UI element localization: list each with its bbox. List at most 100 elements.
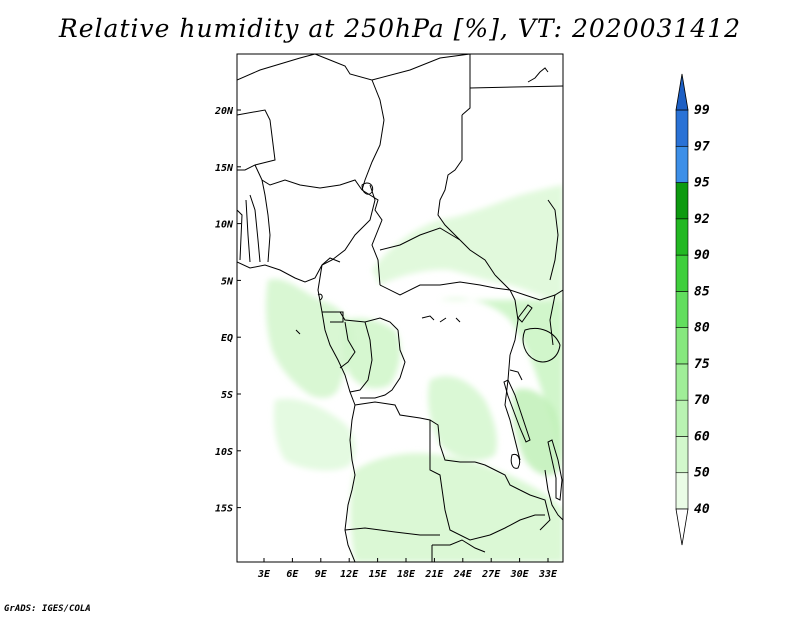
lake-albert	[517, 304, 533, 323]
lon-tick-label: 3E	[257, 569, 271, 580]
longitude-axis: 3E 6E 9E 12E 15E 18E 21E 24E 27E 30E 33E	[257, 558, 558, 580]
colorbar-label: 99	[694, 103, 710, 118]
lon-tick-label: 27E	[481, 569, 501, 580]
lat-tick-label: EQ	[221, 333, 233, 344]
map-frame	[236, 53, 564, 563]
coast-angola	[344, 404, 356, 562]
colorbar-label: 40	[694, 502, 710, 517]
lon-tick-label: 15E	[369, 569, 388, 580]
lon-tick-label: 21E	[424, 569, 444, 580]
lat-tick-label: 5N	[221, 276, 234, 287]
humidity-region-south-central	[350, 453, 563, 562]
border-algeria-libya	[314, 54, 385, 121]
colorbar-min-triangle	[675, 508, 689, 546]
border-mozambique	[544, 469, 563, 521]
border-algeria-niger	[237, 54, 316, 81]
border-car-sudan	[459, 239, 496, 276]
country-borders	[237, 54, 563, 562]
lon-tick-label: 24E	[453, 569, 473, 580]
border-congo-drc	[360, 329, 406, 399]
border-ghana	[237, 209, 243, 261]
lon-tick-label: 33E	[538, 569, 558, 580]
border-zambia-east	[519, 489, 551, 531]
lon-tick-label: 18E	[397, 569, 416, 580]
lat-tick-label: 10S	[215, 447, 233, 458]
humidity-region-west-coast	[265, 279, 353, 398]
border-chad-cameroon	[361, 189, 383, 286]
colorbar-bin	[675, 436, 689, 474]
border-nigeria-cameroon	[321, 184, 376, 266]
lake-victoria	[522, 327, 561, 363]
colorbar-bin	[675, 399, 689, 437]
border-car-drc	[379, 281, 511, 296]
map-title: Relative humidity at 250hPa [%], VT: 202…	[58, 14, 742, 43]
border-car-chad	[379, 227, 461, 251]
colorbar-bin	[675, 182, 689, 220]
border-chad-sudan	[437, 115, 463, 241]
border-libya-sudan	[461, 54, 471, 116]
colorbar-bin	[675, 363, 689, 401]
border-nigeria-benin	[261, 179, 271, 263]
colorbar-bin	[675, 472, 689, 510]
colorbar-label: 90	[694, 248, 710, 263]
humidity-region-east	[440, 298, 563, 470]
colorbar-label: 80	[694, 321, 710, 336]
border-rwanda-burundi	[509, 369, 523, 381]
border-drc-uganda	[509, 289, 519, 356]
lake-malawi	[547, 439, 563, 501]
colorbar: 40 50 60 70 75 80 85 90 92 95 97 99	[675, 73, 710, 546]
border-egypt-sudan	[469, 85, 563, 89]
lake-tanganyika	[503, 379, 531, 443]
lat-tick-label: 15N	[215, 163, 234, 174]
border-congo	[349, 321, 373, 393]
lon-tick-label: 30E	[510, 569, 530, 580]
colorbar-bin	[675, 254, 689, 292]
lon-tick-label: 12E	[340, 569, 359, 580]
lat-tick-label: 10N	[215, 220, 234, 231]
colorbar-label: 85	[694, 284, 710, 299]
colorbar-bin	[675, 327, 689, 365]
red-sea-coast	[527, 67, 549, 83]
border-south-sudan	[494, 274, 563, 301]
humidity-region-east-inner	[428, 376, 497, 461]
lon-tick-label: 9E	[315, 569, 328, 580]
border-angola-namibia	[344, 527, 440, 536]
coast-central	[317, 264, 356, 406]
colorbar-max-triangle	[675, 73, 689, 111]
colorbar-label: 92	[694, 212, 710, 227]
lakes-small	[295, 293, 461, 335]
border-libya-chad	[371, 54, 471, 81]
border-mali-niger	[237, 109, 276, 171]
border-south	[432, 539, 486, 553]
colorbar-bin	[675, 218, 689, 256]
humidity-region-north-east	[372, 185, 563, 300]
border-sudan-ethiopia	[547, 199, 559, 281]
colorbar-label: 97	[694, 139, 710, 154]
border-drc-tanzania	[504, 354, 521, 461]
lat-tick-label: 5S	[221, 390, 233, 401]
humidity-shading	[265, 185, 563, 562]
lat-tick-label: 20N	[214, 106, 234, 117]
latitude-axis: 20N 15N 10N 5N EQ 5S 10S 15S	[214, 106, 241, 515]
border-benin	[249, 194, 261, 263]
colorbar-label: 95	[694, 176, 710, 191]
humidity-region-central	[343, 318, 401, 389]
border-zambia-angola	[429, 420, 491, 541]
border-gabon	[339, 321, 356, 369]
lon-tick-label: 6E	[286, 569, 299, 580]
coast-west-africa	[237, 257, 341, 283]
border-niger-chad	[361, 119, 385, 191]
border-zambia-zimbabwe	[489, 514, 545, 536]
humidity-region-south-west	[273, 398, 356, 471]
equatorial-guinea	[330, 311, 344, 323]
humidity-region-far-east	[513, 388, 562, 476]
colorbar-label: 50	[694, 466, 710, 481]
border-tanzania-kenya	[549, 294, 556, 346]
lake-chad	[361, 182, 374, 195]
lat-tick-label: 15S	[215, 504, 233, 515]
colorbar-bin	[675, 145, 689, 183]
colorbar-bin	[675, 109, 689, 147]
colorbar-label: 75	[694, 357, 710, 372]
colorbar-label: 70	[694, 393, 710, 408]
